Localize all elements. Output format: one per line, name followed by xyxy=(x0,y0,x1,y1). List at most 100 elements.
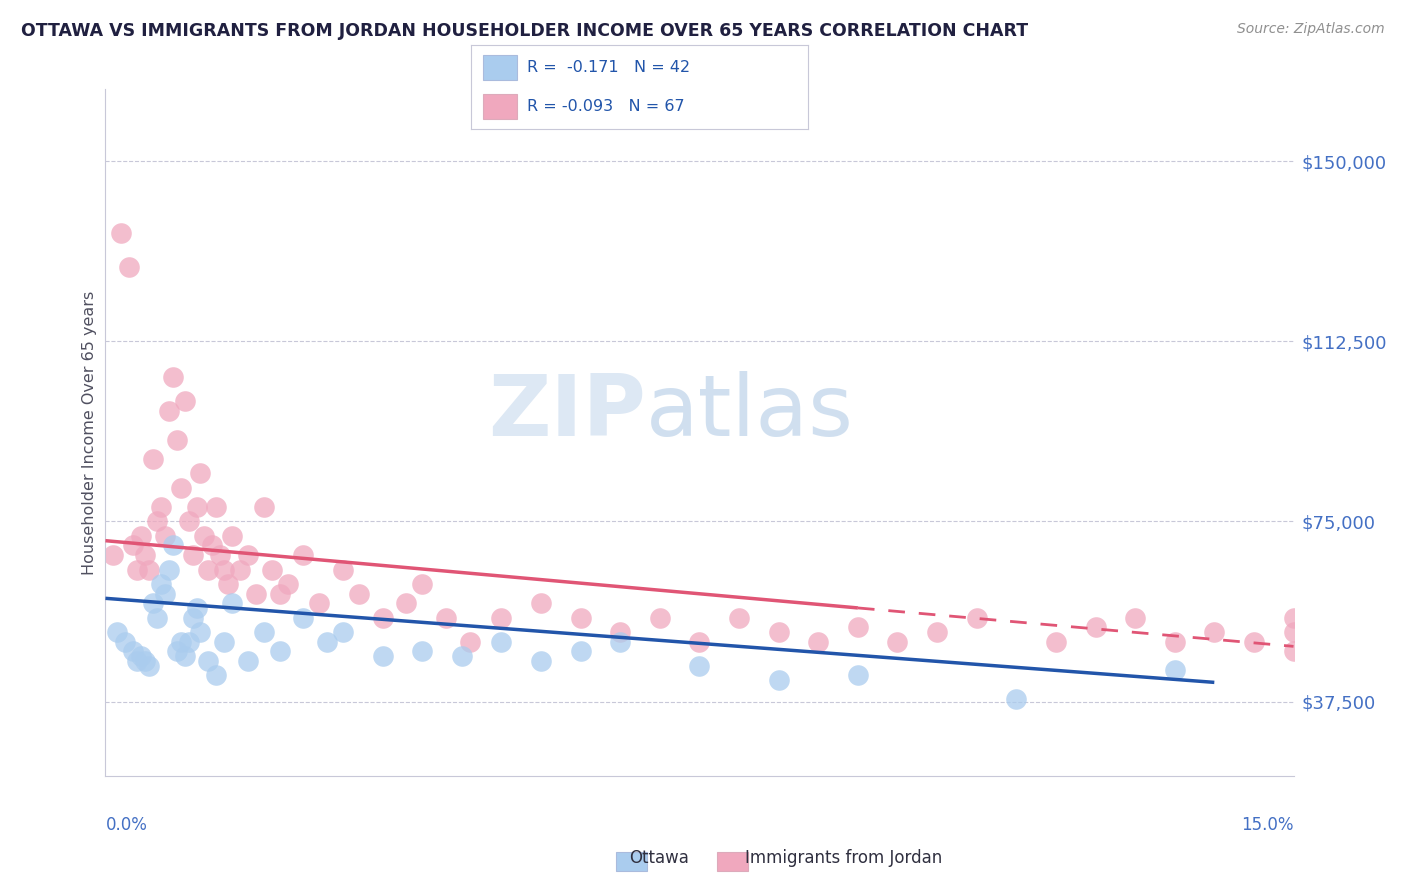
Point xyxy=(142,596,165,610)
Point xyxy=(190,624,212,639)
Point xyxy=(127,654,149,668)
Point xyxy=(103,548,125,562)
Point xyxy=(530,596,553,610)
Point xyxy=(689,658,711,673)
Text: ZIP: ZIP xyxy=(488,370,645,453)
Point xyxy=(166,644,188,658)
Point xyxy=(134,548,156,562)
Point xyxy=(170,634,193,648)
Point xyxy=(236,548,259,562)
FancyBboxPatch shape xyxy=(482,94,516,120)
Point xyxy=(197,562,219,576)
FancyBboxPatch shape xyxy=(482,54,516,80)
Point xyxy=(411,644,433,658)
Point xyxy=(186,601,208,615)
Point xyxy=(153,586,176,600)
Point xyxy=(434,610,457,624)
Point xyxy=(807,634,830,648)
Point xyxy=(181,548,204,562)
Point xyxy=(1164,634,1187,648)
Point xyxy=(134,654,156,668)
Point xyxy=(411,577,433,591)
Y-axis label: Householder Income Over 65 years: Householder Income Over 65 years xyxy=(82,291,97,574)
Point xyxy=(142,452,165,467)
Point xyxy=(395,596,418,610)
Point xyxy=(316,634,339,648)
Text: Ottawa: Ottawa xyxy=(628,849,689,867)
Text: Immigrants from Jordan: Immigrants from Jordan xyxy=(745,849,942,867)
Text: OTTAWA VS IMMIGRANTS FROM JORDAN HOUSEHOLDER INCOME OVER 65 YEARS CORRELATION CH: OTTAWA VS IMMIGRANTS FROM JORDAN HOUSEHO… xyxy=(21,22,1028,40)
Point xyxy=(1282,624,1305,639)
Point xyxy=(129,648,152,663)
Point xyxy=(193,529,215,543)
Text: 0.0%: 0.0% xyxy=(105,816,148,834)
Point xyxy=(157,562,180,576)
Point xyxy=(371,648,394,663)
Point xyxy=(277,577,299,591)
Point xyxy=(105,624,128,639)
Point xyxy=(1204,624,1226,639)
Point xyxy=(768,673,790,687)
Point xyxy=(846,668,869,682)
Point xyxy=(146,515,169,529)
Point xyxy=(332,624,354,639)
Point xyxy=(201,539,224,553)
Point xyxy=(332,562,354,576)
Point xyxy=(260,562,283,576)
Point xyxy=(205,668,228,682)
Point xyxy=(118,260,141,274)
Point xyxy=(491,610,513,624)
Point xyxy=(214,562,236,576)
Text: atlas: atlas xyxy=(645,370,853,453)
Point xyxy=(153,529,176,543)
Point xyxy=(648,610,671,624)
Text: R = -0.093   N = 67: R = -0.093 N = 67 xyxy=(527,99,685,114)
Point xyxy=(269,586,291,600)
Point xyxy=(229,562,252,576)
Point xyxy=(1243,634,1265,648)
Point xyxy=(122,539,145,553)
Text: R =  -0.171   N = 42: R = -0.171 N = 42 xyxy=(527,60,690,75)
Text: 15.0%: 15.0% xyxy=(1241,816,1294,834)
Point xyxy=(1282,644,1305,658)
Point xyxy=(177,515,200,529)
Point xyxy=(966,610,988,624)
Point xyxy=(569,644,592,658)
Point xyxy=(157,404,180,418)
Point xyxy=(149,500,172,514)
Point xyxy=(689,634,711,648)
Point xyxy=(458,634,481,648)
Point xyxy=(245,586,267,600)
Point xyxy=(170,481,193,495)
Point xyxy=(728,610,751,624)
Point xyxy=(138,562,160,576)
Point xyxy=(886,634,908,648)
Point xyxy=(197,654,219,668)
Point xyxy=(253,500,276,514)
Point xyxy=(114,634,136,648)
Point xyxy=(846,620,869,634)
Point xyxy=(214,634,236,648)
Point xyxy=(1005,692,1028,706)
Point xyxy=(205,500,228,514)
Point xyxy=(1045,634,1067,648)
Point xyxy=(146,610,169,624)
Point xyxy=(110,227,132,241)
Point xyxy=(221,596,243,610)
Point xyxy=(177,634,200,648)
Point xyxy=(269,644,291,658)
Point xyxy=(162,370,184,384)
Point xyxy=(181,610,204,624)
Point xyxy=(371,610,394,624)
Point xyxy=(122,644,145,658)
Point xyxy=(1123,610,1146,624)
Point xyxy=(162,539,184,553)
Point xyxy=(253,624,276,639)
Text: Source: ZipAtlas.com: Source: ZipAtlas.com xyxy=(1237,22,1385,37)
Point xyxy=(308,596,330,610)
Point xyxy=(292,610,315,624)
Point xyxy=(1164,664,1187,678)
Point xyxy=(609,624,631,639)
Point xyxy=(927,624,949,639)
Point xyxy=(209,548,232,562)
